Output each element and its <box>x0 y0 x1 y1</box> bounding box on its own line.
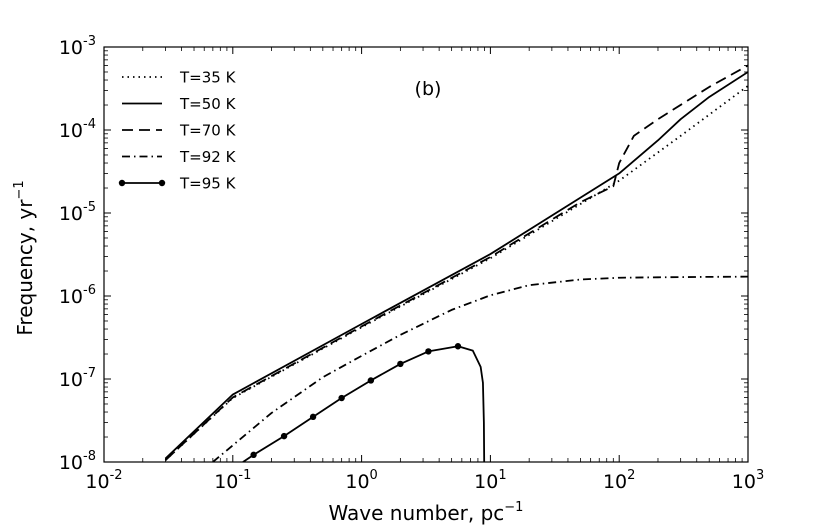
legend-label-t-95-k: T=95 K <box>179 175 237 193</box>
series-marker-t-95-k <box>338 394 345 402</box>
x-tick-exp: -1 <box>238 468 251 483</box>
legend-label-t-70-k: T=70 K <box>179 122 237 140</box>
series-marker-t-95-k <box>280 432 288 440</box>
y-tick-label: 10-6 <box>59 283 96 308</box>
y-axis-title-text: Frequency, yr <box>13 199 37 336</box>
series-marker-t-95-k <box>425 348 432 355</box>
series-marker-t-95-k <box>250 451 257 459</box>
series-marker-t-95-k <box>309 413 317 421</box>
y-tick-exp: -5 <box>83 200 96 215</box>
x-tick-exp: 3 <box>756 468 764 483</box>
x-tick-exp: -2 <box>110 468 123 483</box>
x-tick-base: 10 <box>474 471 498 493</box>
x-tick-base: 10 <box>214 471 238 493</box>
legend-marker <box>158 179 166 187</box>
legend: T=35 K T=50 K T=70 K T=92 K T=95 K <box>118 69 237 193</box>
y-axis-title: Frequency, yr−1 <box>12 180 37 335</box>
y-tick-exp: -6 <box>83 283 96 298</box>
y-tick-exp: -8 <box>83 449 96 464</box>
x-tick-exp: 1 <box>498 468 506 483</box>
y-tick-label: 10-7 <box>59 366 96 391</box>
series-marker-t-95-k <box>397 360 404 368</box>
series-line-t-70-k <box>164 64 748 461</box>
y-tick-base: 10 <box>59 369 83 391</box>
x-tick-base: 10 <box>603 471 627 493</box>
x-axis-title-text: Wave number, pc <box>329 501 505 525</box>
y-tick-exp: -3 <box>83 34 96 49</box>
x-tick-label: 100 <box>345 468 377 493</box>
legend-label-t-50-k: T=50 K <box>179 95 237 113</box>
series-marker-t-95-k <box>367 377 375 384</box>
plot-area <box>104 47 748 462</box>
series-line-t-92-k <box>212 275 748 462</box>
y-tick-label: 10-3 <box>59 34 96 59</box>
y-tick-base: 10 <box>59 452 83 474</box>
series-line-t-35-k <box>164 85 748 461</box>
x-tick-base: 10 <box>85 471 109 493</box>
x-tick-label: 102 <box>603 468 635 493</box>
x-tick-label: 10-1 <box>214 468 251 493</box>
legend-label-t-35-k: T=35 K <box>179 69 237 87</box>
legend-label-t-92-k: T=92 K <box>179 148 237 166</box>
x-tick-base: 10 <box>345 471 369 493</box>
x-tick-base: 10 <box>732 471 756 493</box>
x-axis-title-sup: −1 <box>504 500 523 515</box>
x-tick-exp: 0 <box>370 468 378 483</box>
x-tick-label: 103 <box>732 468 764 493</box>
series-line-t-50-k <box>164 71 748 460</box>
panel-label: (b) <box>415 78 442 100</box>
x-tick-label: 10-2 <box>85 468 122 493</box>
x-axis-title: Wave number, pc−1 <box>329 500 524 525</box>
series-marker-t-95-k <box>454 343 462 350</box>
x-tick-label: 101 <box>474 468 506 493</box>
y-axis-title-sup: −1 <box>12 180 27 199</box>
y-tick-exp: -7 <box>83 366 96 381</box>
x-tick-exp: 2 <box>627 468 635 483</box>
y-tick-base: 10 <box>59 203 83 225</box>
y-tick-label: 10-4 <box>59 117 96 142</box>
legend-marker <box>118 179 126 187</box>
y-tick-base: 10 <box>59 120 83 142</box>
y-tick-label: 10-5 <box>59 200 96 225</box>
y-tick-base: 10 <box>59 286 83 308</box>
plot-frame <box>103 46 749 463</box>
y-tick-label: 10-8 <box>59 449 96 474</box>
y-tick-base: 10 <box>59 37 83 59</box>
series-line-t-95-k <box>242 345 486 462</box>
y-tick-exp: -4 <box>83 117 96 132</box>
